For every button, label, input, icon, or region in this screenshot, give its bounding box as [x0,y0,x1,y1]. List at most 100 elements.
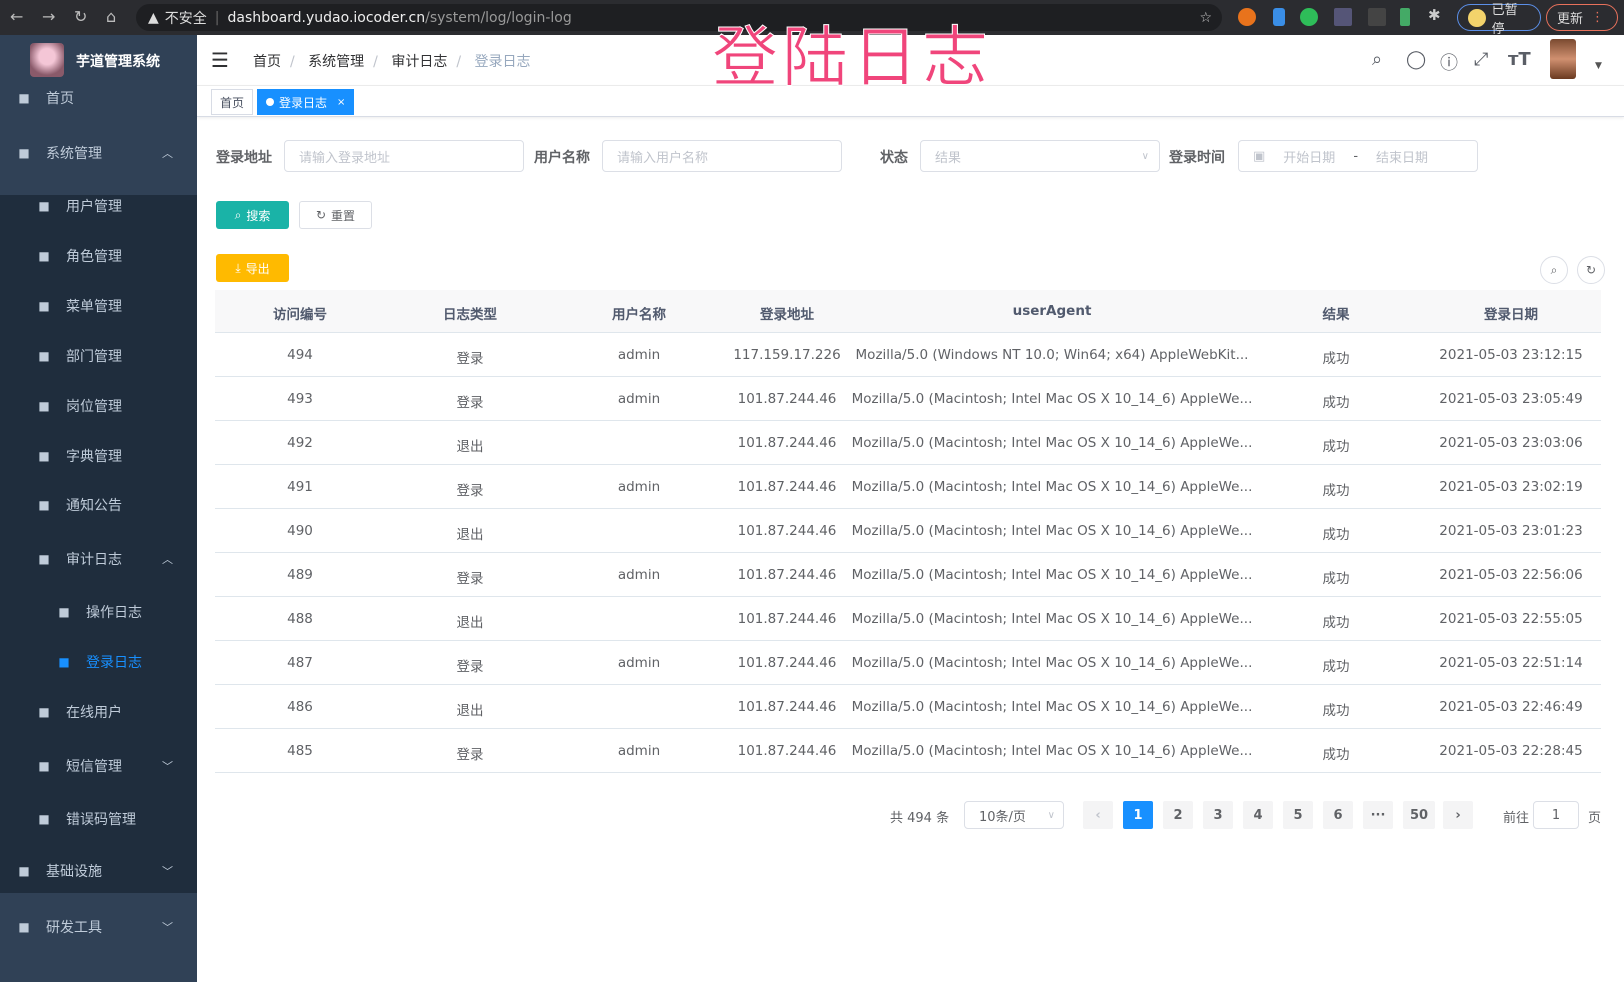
reset-button[interactable]: ↻ 重置 [299,201,372,229]
font-size-icon[interactable]: тT [1508,49,1531,70]
page-button[interactable]: 3 [1203,801,1233,829]
table-cell: 486 [287,699,313,715]
button-label: 重置 [331,208,356,223]
extension-icon[interactable] [1300,8,1318,26]
table-cell: 2021-05-03 22:55:05 [1439,611,1583,627]
table-cell: 492 [287,435,313,451]
github-icon[interactable]: ◯ [1406,49,1427,70]
status-label: 状态 [880,150,908,166]
page-button[interactable]: 50 [1403,801,1435,829]
sidebar-item[interactable]: ■ 菜单管理 [0,286,197,326]
page-button[interactable]: 5 [1283,801,1313,829]
extension-icon[interactable] [1238,8,1256,26]
column-header[interactable]: 用户名称 [612,307,666,323]
table-cell: 退出 [456,439,484,455]
sidebar: 芋道管理系统 ■ 首页 ■ 系统管理 ︿ ■ 用户管理 ■ 角色管理 ■ 菜单管理 ■ 部门管理 ■ 岗位管… [0,35,197,982]
row-divider [215,508,1601,509]
extension-icon[interactable] [1368,8,1386,26]
extension-icon[interactable] [1400,8,1410,26]
range-separator: - [1353,148,1359,164]
search-icon[interactable]: ⌕ [1372,49,1383,70]
refresh-button[interactable]: ↻ [1577,256,1605,284]
goto-page-input[interactable]: 1 [1533,801,1579,829]
sidebar-item[interactable]: ■ 错误码管理 [0,799,197,839]
sidebar-item[interactable]: ■ 字典管理 [0,436,197,476]
column-header[interactable]: 登录日期 [1484,307,1538,323]
sidebar-item[interactable]: ■ 用户管理 [0,186,197,226]
update-label: 更新 [1557,12,1584,27]
toggle-search-button[interactable]: ⌕ [1540,256,1568,284]
table-cell: 2021-05-03 23:05:49 [1439,391,1583,407]
sidebar-item[interactable]: ■ 通知公告 [0,485,197,525]
form-icon: ■ [58,605,70,619]
forward-icon[interactable]: → [42,7,56,26]
tag-login-log[interactable]: 登录日志 × [257,89,355,115]
code-icon: ■ [38,812,50,826]
avatar[interactable] [1550,39,1576,79]
caret-down-icon[interactable]: ▼ [1595,61,1602,71]
placeholder: 结果 [935,150,962,166]
sidebar-item-label: 在线用户 [66,705,122,721]
table-cell: 退出 [456,703,484,719]
extension-icon[interactable] [1334,8,1352,26]
bookmark-star-icon[interactable]: ☆ [1199,9,1212,26]
time-label: 登录时间 [1169,150,1225,166]
profile-button[interactable]: 已暂停 [1457,3,1541,37]
page-button[interactable]: 6 [1323,801,1353,829]
update-button[interactable]: 更新 ⋮ [1546,4,1618,31]
table-cell: admin [617,567,661,583]
refresh-icon: ↻ [315,208,327,222]
page-button[interactable]: 4 [1243,801,1273,829]
page-button[interactable]: 1 [1123,801,1153,829]
home-icon[interactable]: ⌂ [106,7,117,26]
page-button[interactable]: ··· [1363,801,1393,829]
breadcrumb-item[interactable]: 系统管理 [308,54,365,70]
column-header[interactable]: 结果 [1322,307,1350,323]
sidebar-item[interactable]: ■ 操作日志 [0,592,197,632]
column-header[interactable]: 访问编号 [273,307,327,323]
table-cell: 成功 [1322,571,1350,587]
column-header[interactable]: 登录地址 [760,307,814,323]
username-input[interactable]: 请输入用户名称 [602,140,842,172]
sidebar-item[interactable]: ■ 系统管理 ︿ [0,133,197,173]
page-button[interactable]: 2 [1163,801,1193,829]
address-bar[interactable]: ▲ 不安全 | dashboard.yudao.iocoder.cn/syste… [136,4,1222,31]
sidebar-item[interactable]: ■ 登录日志 [0,642,197,682]
back-icon[interactable]: ← [10,7,24,26]
search-button[interactable]: ⌕ 搜索 [216,201,289,229]
row-divider [215,728,1601,729]
fullscreen-icon[interactable]: ⤢ [1474,49,1489,70]
placeholder: 请输入登录地址 [299,150,391,166]
close-icon[interactable]: × [337,96,346,108]
sidebar-item[interactable]: ■ 短信管理 ﹀ [0,746,197,786]
status-select[interactable]: 结果 ∨ [920,140,1160,172]
chevron-down-icon: ﹀ [162,760,173,773]
sidebar-item[interactable]: ■ 岗位管理 [0,386,197,426]
table-cell: Mozilla/5.0 (Macintosh; Intel Mac OS X 1… [851,699,1253,715]
prev-page-button[interactable]: ‹ [1083,801,1113,829]
extension-icon[interactable] [1273,8,1285,26]
sidebar-item[interactable]: ■ 首页 [0,78,197,118]
tag-home[interactable]: 首页 [211,89,254,115]
address-input[interactable]: 请输入登录地址 [284,140,524,172]
sidebar-item[interactable]: ■ 在线用户 [0,692,197,732]
sidebar-item[interactable]: ■ 研发工具 ﹀ [0,907,197,947]
sidebar-item[interactable]: ■ 角色管理 [0,236,197,276]
breadcrumb-item[interactable]: 首页 [253,54,281,70]
sidebar-item[interactable]: ■ 审计日志 ︿ [0,539,197,579]
puzzle-icon[interactable]: ✱ [1428,6,1441,24]
breadcrumb-item[interactable]: 审计日志 [391,54,448,70]
column-header[interactable]: 日志类型 [443,307,497,323]
question-icon[interactable]: ⓘ [1440,53,1458,74]
page-size-select[interactable]: 10条/页 ∨ [964,801,1064,829]
hamburger-icon[interactable]: ☰ [211,48,229,72]
export-button[interactable]: ⤓ 导出 [216,254,289,282]
date-range-picker[interactable]: ▣ 开始日期 - 结束日期 [1238,140,1478,172]
sidebar-item[interactable]: ■ 部门管理 [0,336,197,376]
reload-icon[interactable]: ↻ [74,7,88,26]
sidebar-item[interactable]: ■ 基础设施 ﹀ [0,851,197,891]
table-cell: 101.87.244.46 [737,567,837,583]
column-header[interactable]: userAgent [1012,303,1092,319]
next-page-button[interactable]: › [1443,801,1473,829]
table-cell: admin [617,347,661,363]
